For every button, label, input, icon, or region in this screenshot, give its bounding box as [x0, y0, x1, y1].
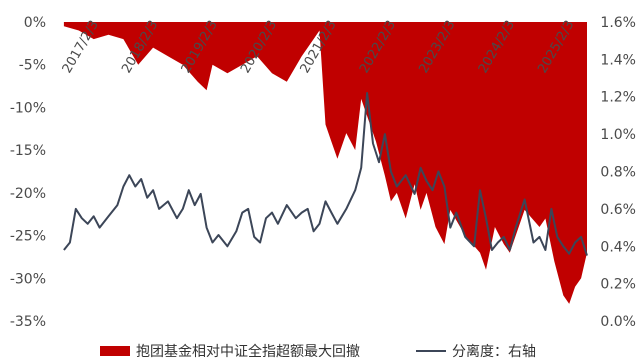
left-tick-label: -30% [10, 271, 46, 287]
left-tick-label: -5% [19, 58, 46, 74]
drawdown-area [63, 22, 587, 304]
right-tick-label: 0.4% [600, 239, 636, 255]
legend-swatch-drawdown [100, 346, 130, 356]
right-tick-label: 0.6% [600, 202, 636, 218]
left-tick-label: -15% [10, 143, 46, 159]
right-axis: 1.6% 1.4% 1.2% 1.0% 0.8% 0.6% 0.4% 0.2% 0.0% [600, 15, 636, 330]
left-axis: 0% -5% -10% -15% -20% -25% -30% -35% [10, 15, 46, 330]
separation-line [63, 92, 588, 256]
legend-label-separation: 分离度：右轴 [452, 343, 536, 360]
right-tick-label: 1.2% [600, 90, 636, 106]
left-tick-label: 0% [24, 15, 46, 31]
left-tick-label: -35% [10, 314, 46, 330]
right-tick-label: 1.0% [600, 127, 636, 143]
right-tick-label: 0.2% [600, 277, 636, 293]
left-tick-label: -25% [10, 229, 46, 245]
right-tick-label: 0.8% [600, 165, 636, 181]
left-tick-label: -10% [10, 100, 46, 116]
separation-line-series [63, 92, 588, 256]
drawdown-area-series [63, 22, 587, 304]
right-tick-label: 1.6% [600, 15, 636, 31]
legend-label-drawdown: 抱团基金相对中证全指超额最大回撤 [136, 343, 360, 360]
left-tick-label: -20% [10, 186, 46, 202]
right-tick-label: 1.4% [600, 52, 636, 68]
right-tick-label: 0.0% [600, 314, 636, 330]
legend: 抱团基金相对中证全指超额最大回撤 分离度：右轴 [100, 343, 536, 360]
